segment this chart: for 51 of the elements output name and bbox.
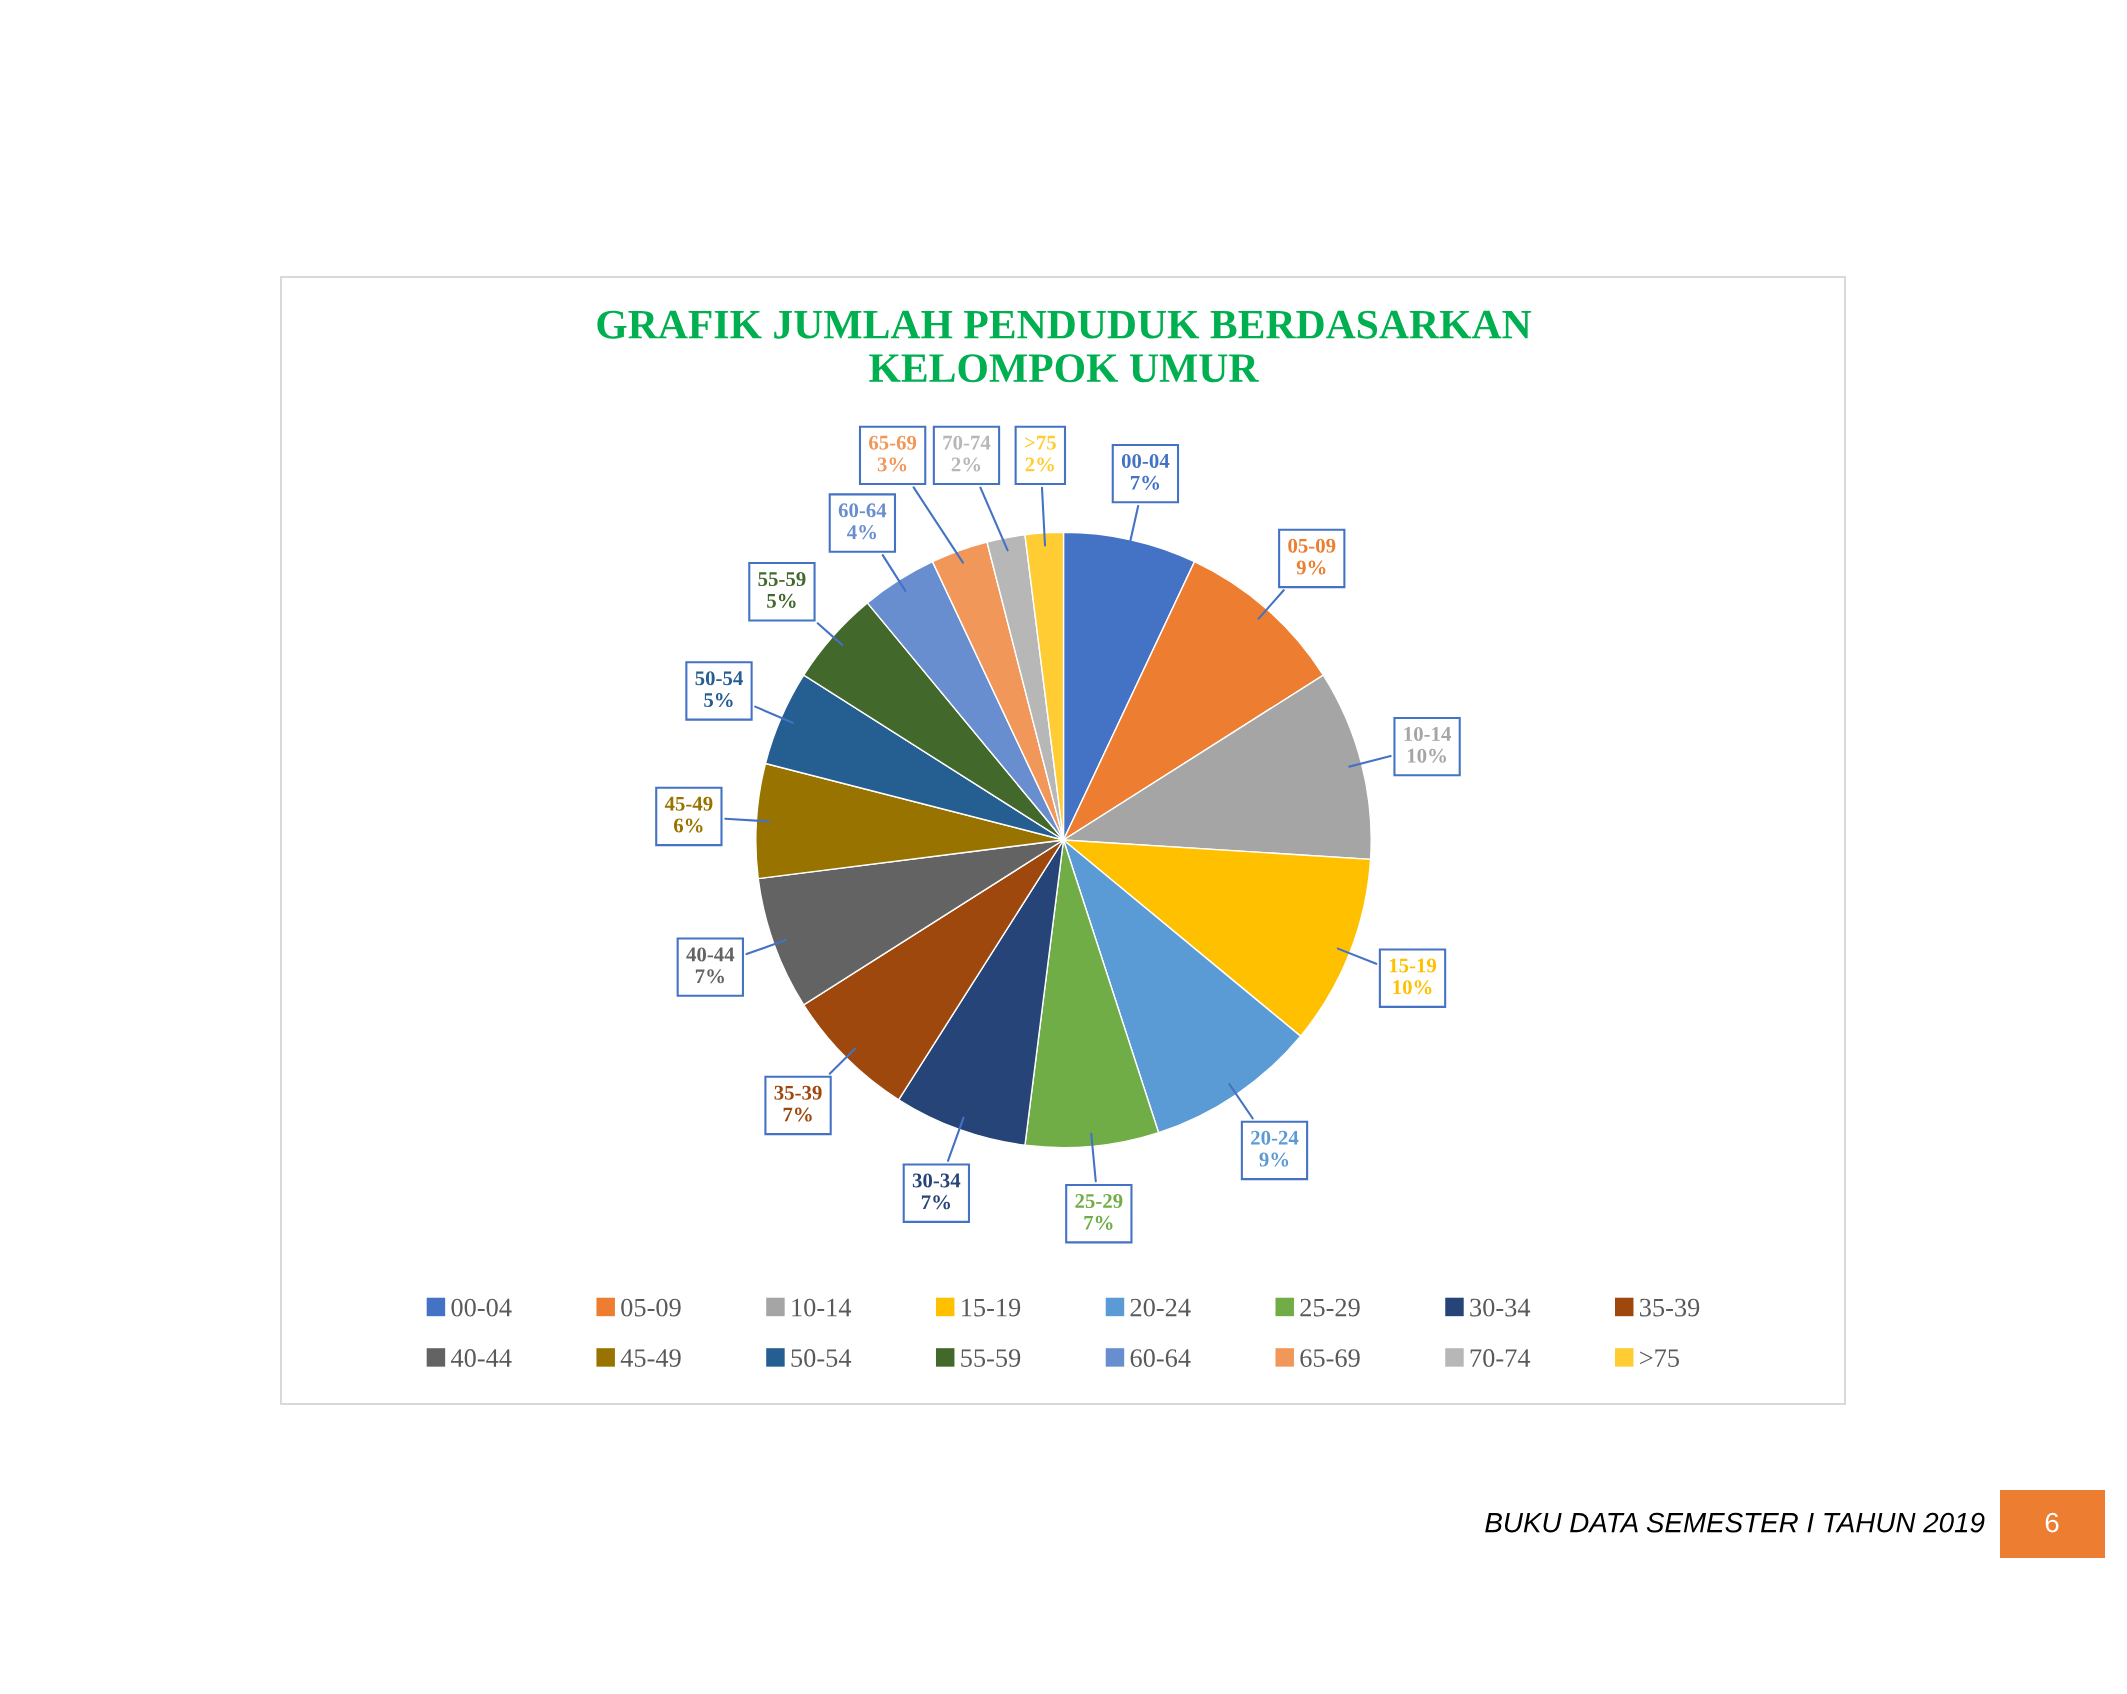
slice-label: 30-34 — [912, 1173, 961, 1188]
legend-label: 50-54 — [791, 1349, 852, 1367]
legend-label: 00-04 — [451, 1298, 512, 1317]
legend-label: 40-44 — [450, 1349, 512, 1367]
legend-label: 20-24 — [1130, 1298, 1191, 1317]
slice-label: 45-49 — [664, 796, 713, 811]
legend-label: 15-19 — [962, 1298, 1021, 1317]
legend-label: 55-59 — [961, 1349, 1021, 1367]
slice-label: 00-04 — [1121, 453, 1170, 468]
slice-label: 40-44 — [686, 947, 735, 962]
slice-label: 20-24 — [1251, 1130, 1299, 1145]
slice-label: 35-39 — [774, 1085, 822, 1100]
data-label: 2% — [951, 457, 981, 472]
slice-label: 15-19 — [1389, 958, 1437, 973]
slice-label: 70-74 — [943, 435, 991, 450]
chart-title: GRAFIK JUMLAH PENDUDUK BERDASARKAN KELOMPOK UMUR — [597, 310, 1532, 383]
text: 6 — [2045, 1512, 2059, 1533]
text: BUKU DATA SEMESTER I TAHUN 2019 — [1485, 1512, 1985, 1533]
data-label: 7% — [1130, 475, 1160, 490]
data-label: 6% — [673, 818, 703, 833]
data-label: 9% — [1259, 1152, 1289, 1167]
data-label: 7% — [783, 1107, 812, 1122]
legend-label: 35-39 — [1640, 1298, 1700, 1317]
data-label: 7% — [921, 1195, 951, 1210]
legend-label: 30-34 — [1470, 1298, 1531, 1317]
slice-label: 05-09 — [1288, 538, 1336, 553]
data-label: 10% — [1407, 748, 1446, 763]
data-label: 4% — [847, 525, 877, 540]
data-label: 5% — [704, 692, 733, 708]
legend-label: 25-29 — [1300, 1298, 1360, 1317]
slice-label: 60-64 — [838, 503, 887, 518]
slice-label: 55-59 — [758, 572, 806, 587]
data-label: 3% — [877, 457, 907, 472]
data-label: 2% — [1025, 457, 1054, 472]
slice-label: 25-29 — [1075, 1194, 1123, 1209]
data-label: 5% — [767, 593, 796, 608]
slice-label: 10-14 — [1404, 726, 1452, 741]
legend-label: 70-74 — [1470, 1349, 1531, 1367]
legend-label: 05-09 — [621, 1298, 681, 1317]
slice-label: 65-69 — [869, 435, 917, 450]
legend-label: 10-14 — [792, 1298, 852, 1317]
legend-label: 60-64 — [1130, 1349, 1191, 1367]
slice-label: >75 — [1025, 435, 1056, 450]
slice-label: 50-54 — [695, 671, 743, 686]
data-label: 9% — [1296, 560, 1326, 575]
legend-label: 65-69 — [1300, 1349, 1360, 1367]
data-label: 7% — [695, 969, 724, 984]
data-label: 7% — [1084, 1215, 1113, 1230]
legend-label: 45-49 — [620, 1349, 681, 1367]
legend-label: >75 — [1640, 1349, 1679, 1367]
data-label: 10% — [1393, 980, 1432, 995]
